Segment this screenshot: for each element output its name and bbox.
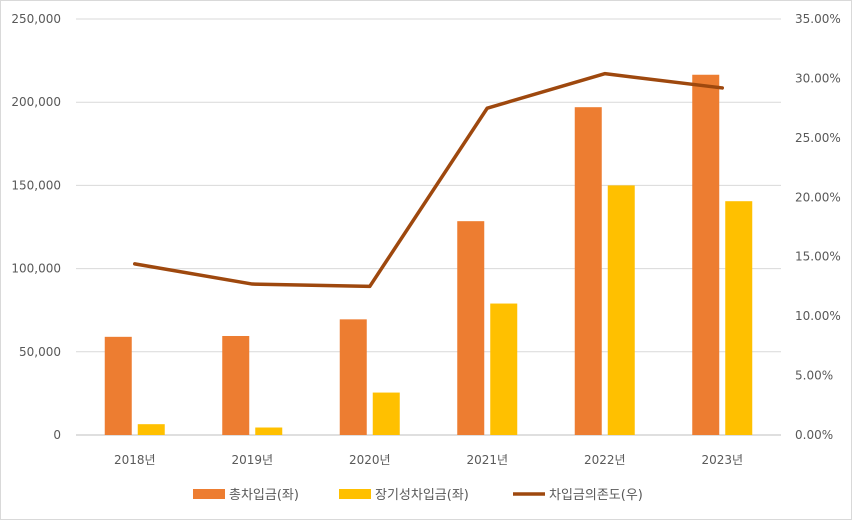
category-label: 2020년 — [349, 453, 391, 467]
left-tick-label: 100,000 — [11, 262, 61, 276]
legend-swatch — [339, 489, 371, 499]
line-point — [133, 262, 137, 266]
left-tick-label: 250,000 — [11, 12, 61, 26]
bar-total-borrowings — [692, 74, 720, 435]
bar-series-group — [104, 74, 753, 435]
line-point — [368, 284, 372, 288]
bar-total-borrowings — [457, 221, 485, 435]
right-tick-label: 25.00% — [795, 131, 841, 145]
left-tick-label: 50,000 — [19, 345, 61, 359]
line-series-group — [133, 71, 724, 289]
line-point — [485, 106, 489, 110]
bar-long-term-borrowings — [372, 392, 400, 435]
bar-long-term-borrowings — [490, 303, 518, 435]
legend: 총차입금(좌) 장기성차입금(좌) 차입금의존도(우) — [193, 488, 643, 503]
gridlines — [76, 18, 781, 436]
left-y-axis: 0 50,000 100,000 150,000 200,000 250,000 — [11, 12, 61, 442]
x-axis: 2018년 2019년 2020년 2021년 2022년 2023년 — [114, 453, 743, 467]
bar-total-borrowings — [222, 335, 250, 435]
bar-long-term-borrowings — [725, 201, 753, 435]
line-point — [720, 86, 724, 90]
left-tick-label: 200,000 — [11, 95, 61, 109]
bar-total-borrowings — [104, 336, 132, 435]
left-tick-label: 0 — [53, 428, 61, 442]
left-tick-label: 150,000 — [11, 178, 61, 192]
right-tick-label: 30.00% — [795, 71, 841, 85]
right-y-axis: 0.00% 5.00% 10.00% 15.00% 20.00% 25.00% 30.00%… — [795, 12, 841, 442]
category-label: 2021년 — [466, 453, 508, 467]
right-tick-label: 10.00% — [795, 309, 841, 323]
right-tick-label: 20.00% — [795, 190, 841, 204]
legend-label: 차입금의존도(우) — [549, 488, 643, 503]
right-tick-label: 0.00% — [795, 428, 833, 442]
right-tick-label: 5.00% — [795, 369, 833, 383]
legend-label: 장기성차입금(좌) — [375, 488, 469, 503]
line-point — [603, 72, 607, 76]
line-point — [250, 282, 254, 286]
category-label: 2023년 — [701, 453, 743, 467]
bar-long-term-borrowings — [137, 424, 165, 435]
legend-swatch — [193, 489, 225, 499]
category-label: 2019년 — [231, 453, 273, 467]
bar-long-term-borrowings — [255, 427, 283, 435]
bar-long-term-borrowings — [607, 185, 635, 435]
right-tick-label: 15.00% — [795, 250, 841, 264]
right-tick-label: 35.00% — [795, 12, 841, 26]
legend-label: 총차입금(좌) — [229, 488, 299, 503]
bar-total-borrowings — [339, 319, 367, 435]
category-label: 2018년 — [114, 453, 156, 467]
category-label: 2022년 — [584, 453, 626, 467]
line-borrowing-dependency — [133, 71, 724, 289]
bar-total-borrowings — [574, 107, 602, 435]
